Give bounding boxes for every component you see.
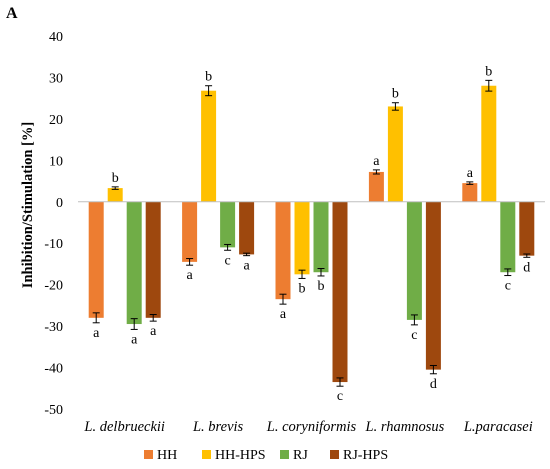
bar-hh-4: [368, 171, 384, 202]
bar-rj-hps-2: [239, 201, 255, 255]
legend: HH HH-HPS RJ RJ-HPS: [144, 448, 388, 463]
y-axis: 40 30 20 10 0 -10 -20 -30 -40 -50: [44, 30, 63, 418]
bar-rj-4: [406, 201, 422, 320]
error-bar: [523, 253, 531, 258]
significance-letter: d: [523, 260, 530, 275]
legend-item-hh: HH: [144, 448, 177, 463]
significance-letter: c: [411, 328, 417, 343]
legend-swatch: [280, 450, 289, 459]
legend-label: RJ-HPS: [343, 448, 388, 463]
y-tick-label: -40: [44, 362, 63, 377]
error-bar: [391, 102, 399, 111]
error-bar: [372, 169, 380, 175]
y-tick-label: 30: [49, 71, 63, 86]
error-bar: [466, 181, 474, 185]
significance-letter: b: [318, 279, 325, 294]
legend-item-rj: RJ: [280, 448, 308, 463]
legend-label: HH-HPS: [215, 448, 266, 463]
bar-hh-hps-3: [294, 201, 310, 275]
y-tick-label: 0: [56, 196, 63, 211]
bar-hh-5: [462, 183, 478, 202]
bar-hh-hps-5: [481, 85, 497, 202]
category-label: L.paracasei: [463, 419, 533, 435]
significance-letter: a: [280, 307, 287, 322]
panel-label: A: [6, 5, 18, 22]
significance-letter: a: [186, 268, 193, 283]
error-bar: [243, 252, 251, 257]
category-label: L. brevis: [192, 419, 244, 435]
bar-hh-3: [275, 201, 291, 300]
error-bar: [224, 243, 232, 251]
error-bar: [92, 312, 100, 324]
bar-rj-hps-3: [332, 201, 348, 383]
bar-hh-2: [182, 201, 198, 262]
category-label: L. rhamnosus: [365, 419, 445, 435]
significance-letter: a: [150, 324, 157, 339]
bar-hh-1: [88, 201, 104, 318]
bar-rj-5: [500, 201, 516, 273]
error-bar: [317, 268, 325, 277]
y-axis-label: Inhibition/Stimulation [%]: [20, 122, 36, 288]
significance-letter: a: [93, 326, 100, 341]
legend-label: HH: [157, 448, 177, 463]
x-axis-categories: L. delbrueckii L. brevis L. coryniformis L.…: [83, 419, 532, 435]
significance-letter: c: [337, 389, 343, 404]
significance-letter: b: [485, 64, 492, 79]
significance-letter: a: [373, 154, 380, 169]
bar-hh-hps-1: [107, 188, 123, 202]
error-bar: [111, 186, 119, 190]
error-bar: [410, 314, 418, 326]
category-label: L. coryniformis: [266, 419, 357, 435]
significance-letter: b: [299, 281, 306, 296]
error-bar: [504, 268, 512, 277]
legend-swatch: [144, 450, 153, 459]
legend-item-rj-hps: RJ-HPS: [330, 448, 388, 463]
bar-rj-3: [313, 201, 329, 273]
y-tick-label: -20: [44, 279, 63, 294]
legend-swatch: [202, 450, 211, 459]
bar-hh-hps-4: [387, 106, 403, 202]
y-tick-label: 40: [49, 30, 63, 45]
error-bar: [130, 318, 138, 330]
significance-letter: b: [392, 87, 399, 102]
significance-letter: c: [224, 253, 230, 268]
error-bar: [429, 364, 437, 375]
significance-letter: a: [243, 259, 250, 274]
bar-rj-hps-5: [519, 201, 535, 256]
legend-item-hh-hps: HH-HPS: [202, 448, 266, 463]
category-label: L. delbrueckii: [83, 419, 165, 435]
bar-hh-hps-2: [201, 90, 217, 202]
significance-letter: b: [205, 70, 212, 85]
y-tick-label: -50: [44, 403, 63, 418]
legend-label: RJ: [293, 448, 308, 463]
bar-rj-hps-1: [145, 201, 161, 318]
error-bar: [186, 258, 194, 266]
error-bar: [298, 269, 306, 279]
legend-swatch: [330, 450, 339, 459]
y-tick-label: 20: [49, 113, 63, 128]
error-bar: [205, 85, 213, 97]
significance-letter: b: [112, 171, 119, 186]
y-tick-label: -10: [44, 237, 63, 252]
significance-letter: c: [505, 279, 511, 294]
significance-letter: d: [430, 377, 437, 392]
error-bar: [336, 377, 344, 387]
bar-rj-2: [220, 201, 236, 248]
significance-letter: a: [131, 332, 138, 347]
error-bar: [485, 79, 493, 92]
y-tick-label: 10: [49, 154, 63, 169]
error-bar: [149, 314, 157, 322]
bar-rj-hps-4: [425, 201, 441, 370]
significance-letter: a: [467, 166, 474, 181]
y-tick-label: -30: [44, 320, 63, 335]
error-bar: [279, 293, 287, 305]
bar-rj-1: [126, 201, 142, 325]
